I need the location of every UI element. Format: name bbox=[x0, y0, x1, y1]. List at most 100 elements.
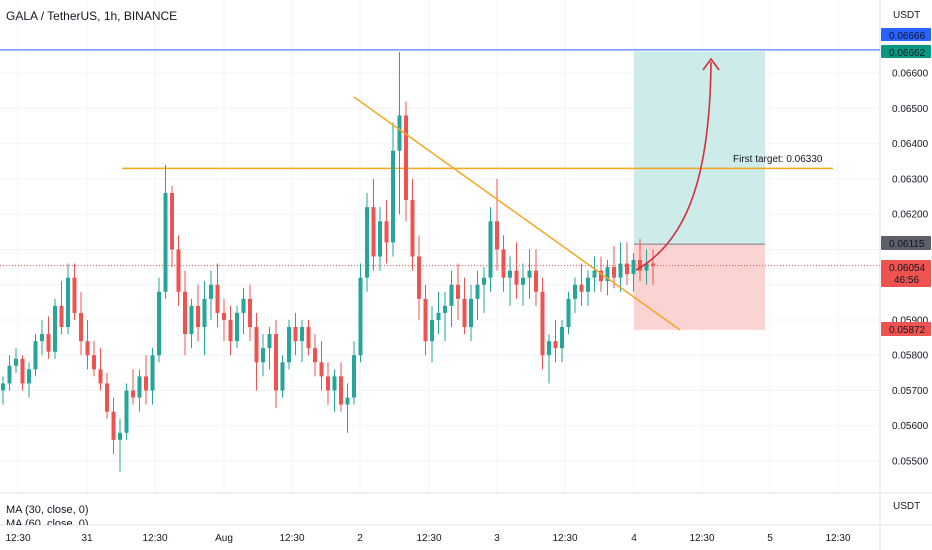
candle-body bbox=[222, 312, 226, 320]
candle-body bbox=[33, 341, 38, 370]
candle-body bbox=[540, 291, 545, 356]
candle-body bbox=[85, 341, 90, 356]
candle-body bbox=[482, 277, 486, 285]
candle-body bbox=[46, 334, 51, 352]
candle-body bbox=[612, 267, 616, 278]
candle-body bbox=[241, 298, 246, 313]
candle-body bbox=[306, 327, 311, 349]
candle-body bbox=[66, 277, 70, 328]
candle-body bbox=[53, 305, 57, 352]
candle-body bbox=[638, 260, 642, 271]
candle-body bbox=[144, 376, 148, 391]
candle-body bbox=[261, 348, 265, 363]
candle-body bbox=[352, 355, 356, 398]
time-tick-label: Aug bbox=[215, 533, 233, 544]
time-tick-label: 12:30 bbox=[825, 533, 850, 544]
candle-body bbox=[384, 221, 389, 243]
time-tick-label: 2 bbox=[357, 533, 363, 544]
candle-body bbox=[586, 277, 590, 292]
candle-body bbox=[391, 150, 395, 243]
candle-body bbox=[235, 312, 239, 342]
candle-body bbox=[248, 298, 252, 328]
time-tick-label: 31 bbox=[81, 533, 93, 544]
candle-body bbox=[378, 221, 382, 257]
candle-body bbox=[118, 432, 122, 440]
badge-entry-bg bbox=[881, 236, 931, 250]
badge-entry: 0.06115 bbox=[889, 239, 925, 250]
candle-body bbox=[547, 341, 551, 356]
candle-body bbox=[605, 267, 610, 282]
candle-body bbox=[449, 284, 454, 306]
candle-body bbox=[501, 249, 506, 278]
candle-body bbox=[79, 312, 83, 342]
badge-take-profit-bg bbox=[881, 45, 931, 58]
time-tick-label: 4 bbox=[631, 533, 637, 544]
badge-upper-line-bg bbox=[881, 28, 931, 41]
candle-body bbox=[40, 334, 44, 342]
time-tick-label: 12:30 bbox=[416, 533, 441, 544]
candle-body bbox=[534, 270, 538, 292]
candle-body bbox=[287, 327, 291, 363]
time-tick-label: 12:30 bbox=[5, 533, 30, 544]
candle-body bbox=[92, 355, 96, 370]
candle-body bbox=[488, 221, 493, 278]
candle-body bbox=[592, 270, 597, 278]
time-tick-label: 5 bbox=[767, 533, 773, 544]
candle-body bbox=[456, 284, 460, 299]
price-tick-label: 0.06200 bbox=[892, 210, 929, 221]
candle-body bbox=[397, 115, 402, 151]
candle-body bbox=[599, 270, 603, 282]
candle-body bbox=[280, 362, 285, 391]
candle-body bbox=[423, 298, 428, 342]
candle-body bbox=[293, 327, 298, 342]
candle-body bbox=[137, 376, 142, 398]
candle-body bbox=[131, 390, 135, 398]
candle-body bbox=[410, 200, 415, 257]
candle-body bbox=[300, 327, 304, 342]
candle-body bbox=[618, 263, 623, 278]
candle-body bbox=[124, 390, 129, 433]
price-tick-label: 0.05500 bbox=[892, 457, 929, 468]
target-arrow bbox=[635, 61, 712, 271]
candle-body bbox=[150, 355, 155, 391]
first-target-label: First target: 0.06330 bbox=[733, 154, 823, 165]
price-tick-label: 0.05800 bbox=[892, 351, 929, 362]
candle-body bbox=[170, 193, 174, 250]
candle-body bbox=[514, 270, 519, 285]
candle-body bbox=[1, 383, 5, 391]
candle-body bbox=[111, 411, 116, 440]
indicator-currency-label: USDT bbox=[893, 501, 920, 512]
candle-body bbox=[7, 365, 12, 384]
candle-body bbox=[27, 369, 31, 384]
candle-body bbox=[443, 305, 447, 313]
candle-body bbox=[98, 369, 103, 384]
candle-body bbox=[371, 207, 376, 257]
time-tick-label: 12:30 bbox=[552, 533, 577, 544]
badge-take-profit: 0.06662 bbox=[889, 48, 926, 59]
candle-body bbox=[228, 319, 233, 342]
candle-body bbox=[72, 277, 77, 313]
candle-body bbox=[417, 256, 421, 299]
indicator-ma-60[interactable]: MA (60, close, 0) bbox=[6, 518, 89, 525]
candle-body bbox=[365, 207, 369, 278]
candle-body bbox=[267, 334, 272, 349]
candle-body bbox=[521, 277, 525, 285]
candle-body bbox=[469, 298, 473, 328]
candle-body bbox=[436, 312, 441, 320]
candle-body bbox=[404, 115, 408, 201]
candle-body bbox=[651, 263, 655, 266]
badge-last-price: 0.06054 bbox=[889, 263, 926, 274]
time-tick-label: 12:30 bbox=[142, 533, 167, 544]
target-zone bbox=[634, 51, 765, 245]
price-currency-label: USDT bbox=[893, 10, 920, 21]
price-tick-label: 0.05900 bbox=[892, 315, 929, 326]
candle-body bbox=[319, 362, 324, 377]
candle-body bbox=[274, 334, 278, 391]
candle-body bbox=[20, 358, 25, 384]
indicator-ma-30[interactable]: MA (30, close, 0) bbox=[6, 504, 89, 516]
candle-body bbox=[196, 305, 200, 328]
candle-body bbox=[183, 291, 187, 335]
candle-body bbox=[105, 383, 109, 412]
